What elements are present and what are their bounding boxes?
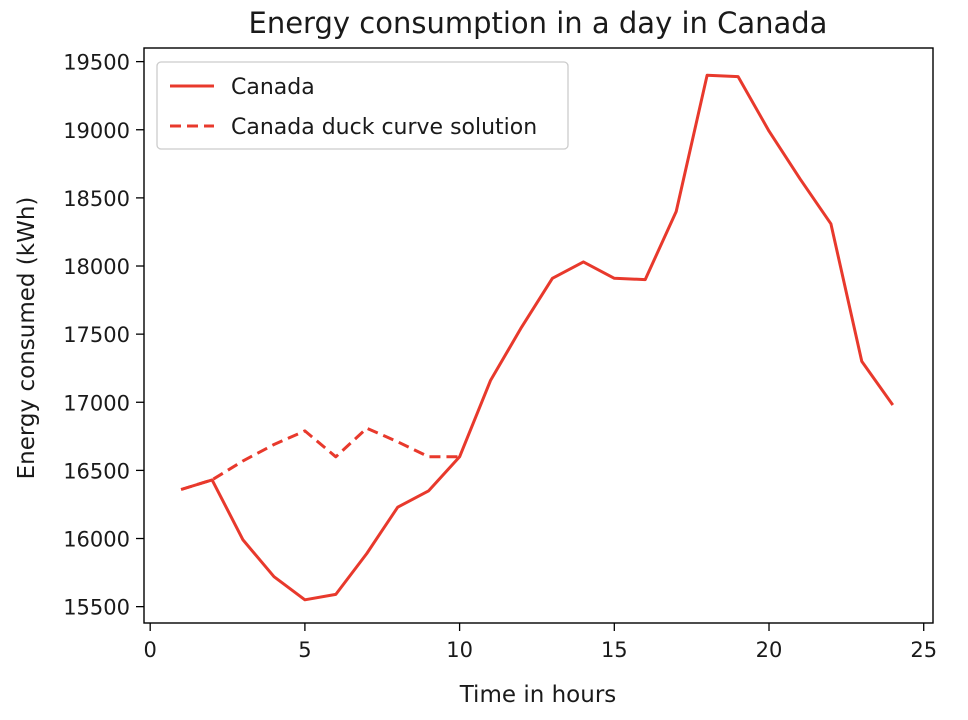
legend: Canada Canada duck curve solution — [156, 61, 569, 150]
x-tick-label: 20 — [756, 638, 783, 662]
legend-box — [156, 61, 569, 150]
legend-label: Canada duck curve solution — [231, 115, 537, 140]
series-line-canada — [180, 73, 895, 602]
x-tick-label: 25 — [910, 638, 937, 662]
y-tick-label: 15500 — [63, 596, 130, 620]
plot-frame — [143, 47, 934, 624]
legend-label: Canada — [231, 75, 315, 100]
axes: 0 5 10 15 20 25 15500 16000 16500 17000 17500 18000… — [63, 51, 937, 662]
y-tick-label: 16000 — [63, 528, 130, 552]
x-tick-label: 15 — [601, 638, 628, 662]
y-tick-label: 17000 — [63, 391, 130, 415]
y-tick-label: 19500 — [63, 51, 130, 75]
y-axis-label: Energy consumed (kWh) — [14, 197, 40, 480]
x-axis-label: Time in hours — [459, 682, 617, 708]
chart-title: Energy consumption in a day in Canada — [249, 6, 828, 40]
y-tick-label: 19000 — [63, 119, 130, 143]
x-tick-label: 5 — [298, 638, 311, 662]
y-tick-label: 17500 — [63, 323, 130, 347]
series-line-canada-duck-curve-solution — [180, 426, 460, 491]
y-tick-label: 16500 — [63, 459, 130, 483]
y-tick-label: 18500 — [63, 187, 130, 211]
y-tick-label: 18000 — [63, 255, 130, 279]
plot-series — [180, 73, 895, 602]
x-tick-label: 10 — [446, 638, 473, 662]
x-tick-label: 0 — [144, 638, 157, 662]
